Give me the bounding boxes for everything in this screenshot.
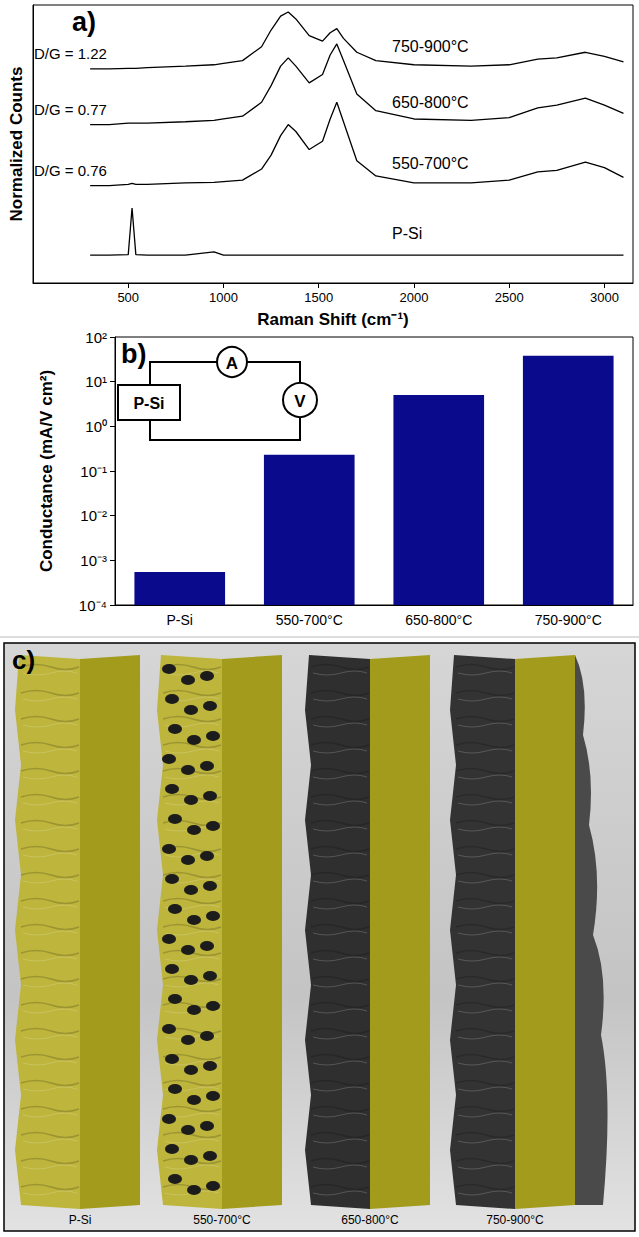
svg-text:550-700°C: 550-700°C: [276, 612, 343, 628]
svg-text:10⁻³: 10⁻³: [80, 552, 107, 569]
svg-text:750-900°C: 750-900°C: [535, 612, 602, 628]
svg-text:550-700°C: 550-700°C: [392, 155, 469, 172]
svg-text:P-Si: P-Si: [392, 225, 422, 242]
svg-text:10¹: 10¹: [85, 373, 107, 390]
svg-text:10⁰: 10⁰: [85, 418, 107, 435]
svg-text:a): a): [72, 7, 96, 37]
svg-text:Normalized Counts: Normalized Counts: [7, 67, 26, 222]
svg-text:D/G = 1.22: D/G = 1.22: [34, 45, 107, 62]
svg-text:D/G = 0.77: D/G = 0.77: [34, 101, 107, 118]
svg-text:1000: 1000: [209, 290, 238, 305]
svg-text:550-700°C: 550-700°C: [193, 1213, 251, 1227]
svg-text:2000: 2000: [399, 290, 428, 305]
svg-text:P-Si: P-Si: [167, 612, 193, 628]
svg-text:1500: 1500: [304, 290, 333, 305]
svg-text:10⁻¹: 10⁻¹: [80, 463, 107, 480]
svg-text:2500: 2500: [495, 290, 524, 305]
svg-text:Raman Shift (cm⁻¹): Raman Shift (cm⁻¹): [257, 310, 408, 329]
svg-text:3000: 3000: [590, 290, 619, 305]
svg-text:D/G = 0.76: D/G = 0.76: [34, 162, 107, 179]
svg-text:P-Si: P-Si: [69, 1213, 92, 1227]
svg-text:650-800°C: 650-800°C: [341, 1213, 399, 1227]
svg-text:V: V: [294, 392, 306, 411]
svg-text:Conductance (mA/V cm²): Conductance (mA/V cm²): [37, 370, 56, 572]
svg-text:500: 500: [117, 290, 139, 305]
svg-text:b): b): [121, 339, 146, 369]
svg-text:10²: 10²: [85, 329, 107, 346]
svg-text:650-800°C: 650-800°C: [392, 94, 469, 111]
svg-text:750-900°C: 750-900°C: [392, 38, 469, 55]
svg-text:750-900°C: 750-900°C: [486, 1213, 544, 1227]
svg-text:P-Si: P-Si: [133, 395, 164, 412]
svg-text:c): c): [12, 645, 35, 675]
svg-text:10⁻⁴: 10⁻⁴: [79, 597, 107, 614]
svg-text:650-800°C: 650-800°C: [405, 612, 472, 628]
svg-text:10⁻²: 10⁻²: [80, 507, 107, 524]
svg-text:A: A: [226, 354, 238, 373]
